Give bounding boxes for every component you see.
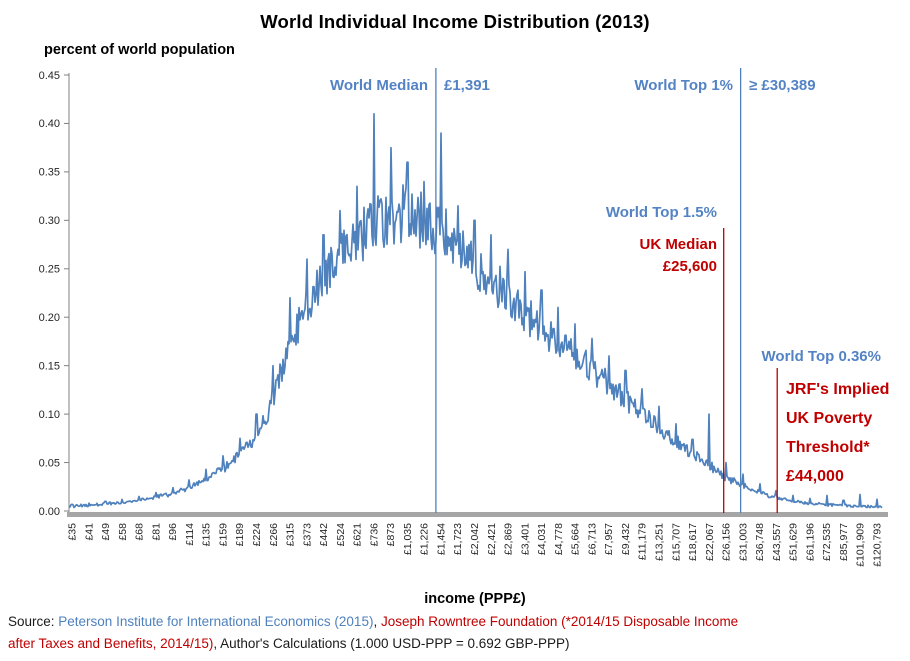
y-axis-title: percent of world population [44, 42, 235, 58]
jrf-poverty-threshold-annotation: JRF's Implied UK Poverty Threshold* £44,… [786, 375, 889, 491]
x-tick-label: £85,977 [838, 523, 850, 561]
world-top-1pct-label: World Top 1% [634, 77, 733, 94]
x-tick-label: £1,454 [435, 523, 447, 555]
y-tick-label: 0.00 [39, 506, 60, 518]
jrf-line-3: Threshold* [786, 439, 870, 456]
x-tick-label: £442 [318, 523, 330, 547]
x-tick-label: £31,003 [737, 523, 749, 561]
x-tick-label: £1,035 [402, 523, 414, 555]
y-tick-label: 0.30 [39, 215, 60, 227]
x-tick-label: £96 [167, 523, 179, 541]
x-tick-label: £22,067 [704, 523, 716, 561]
y-tick-label: 0.40 [39, 118, 60, 130]
source-line-1: Source: Peterson Institute for Internati… [8, 614, 738, 629]
x-tick-label: £43,557 [771, 523, 783, 561]
x-tick-label: £26,156 [721, 523, 733, 561]
x-tick-label: £11,179 [637, 523, 649, 560]
x-tick-label: £58 [117, 523, 129, 541]
jrf-line-1: JRF's Implied [786, 381, 890, 398]
source-separator: , [373, 614, 381, 629]
x-tick-label: £72,535 [821, 523, 833, 561]
x-tick-label: £18,617 [687, 523, 699, 561]
x-tick-label: £159 [217, 523, 229, 547]
x-axis-title: income (PPP£) [424, 591, 526, 607]
source-prefix: Source: [8, 614, 59, 629]
x-tick-label: £41 [83, 523, 95, 541]
x-tick-label: £35 [67, 523, 79, 541]
x-tick-label: £49 [100, 523, 112, 541]
x-tick-label: £315 [285, 523, 297, 547]
x-tick-label: £1,723 [452, 523, 464, 555]
x-tick-label: £5,664 [570, 523, 582, 555]
x-tick-label: £1,226 [419, 523, 431, 555]
y-tick-label: 0.10 [39, 409, 60, 421]
source-jrf-text: Joseph Rowntree Foundation (*2014/15 Dis… [380, 614, 739, 629]
x-tick-label: £6,713 [586, 523, 598, 555]
source-link[interactable]: Peterson Institute for International Eco… [58, 614, 374, 629]
x-tick-label: £4,031 [536, 523, 548, 555]
x-tick-label: £101,909 [855, 523, 867, 567]
y-tick-label: 0.15 [39, 360, 60, 372]
y-tick-label: 0.25 [39, 264, 60, 276]
x-tick-label: £135 [201, 523, 213, 547]
jrf-line-2: UK Poverty [786, 410, 873, 427]
x-tick-label: £189 [234, 523, 246, 547]
source-authors-calc: , Author's Calculations (1.000 USD-PPP =… [213, 636, 570, 651]
x-tick-label: £68 [134, 523, 146, 541]
world-median-label: World Median [329, 77, 428, 94]
x-tick-label: £36,748 [754, 523, 766, 561]
world-top-1-5pct-label: World Top 1.5% [605, 204, 717, 221]
x-tick-label: £736 [368, 523, 380, 547]
chart-title: World Individual Income Distribution (20… [260, 11, 650, 32]
world-top-0-36pct-label: World Top 0.36% [761, 348, 881, 365]
uk-median-value: £25,600 [662, 258, 717, 275]
x-tick-label: £114 [184, 523, 196, 546]
x-tick-label: £266 [268, 523, 280, 547]
x-tick-label: £9,432 [620, 523, 632, 555]
x-tick-label: £224 [251, 523, 263, 547]
income-distribution-curve [68, 112, 883, 509]
x-tick-label: £373 [301, 523, 313, 547]
x-tick-label: £2,421 [486, 523, 498, 555]
y-tick-label: 0.20 [39, 312, 60, 324]
y-tick-label: 0.45 [39, 70, 60, 82]
uk-median-label: UK Median [639, 236, 717, 253]
x-tick-label: £120,793 [872, 523, 884, 567]
jrf-line-4: £44,000 [786, 468, 844, 485]
x-tick-label: £7,957 [603, 523, 615, 555]
x-tick-label: £15,707 [670, 523, 682, 561]
x-tick-label: £3,401 [519, 523, 531, 555]
y-tick-label: 0.35 [39, 167, 60, 179]
y-tick-label: 0.05 [39, 457, 60, 469]
x-tick-label: £13,251 [653, 523, 665, 561]
x-tick-label: £2,042 [469, 523, 481, 555]
x-tick-label: £51,629 [788, 523, 800, 561]
world-top-1pct-value: ≥ £30,389 [749, 77, 816, 94]
x-tick-label: £524 [335, 523, 347, 547]
source-jrf-text-2: after Taxes and Benefits, 2014/15) [8, 636, 214, 651]
world-median-value: £1,391 [444, 77, 490, 94]
source-line-2: after Taxes and Benefits, 2014/15), Auth… [8, 636, 570, 651]
x-tick-label: £61,196 [804, 523, 816, 561]
uk-median-annotation: UK Median £25,600 [639, 234, 717, 278]
x-tick-label: £873 [385, 523, 397, 547]
x-tick-label: £4,778 [553, 523, 565, 555]
x-axis-bar [67, 512, 888, 517]
x-tick-label: £81 [150, 523, 162, 541]
x-tick-label: £2,869 [503, 523, 515, 555]
x-tick-label: £621 [352, 523, 364, 547]
